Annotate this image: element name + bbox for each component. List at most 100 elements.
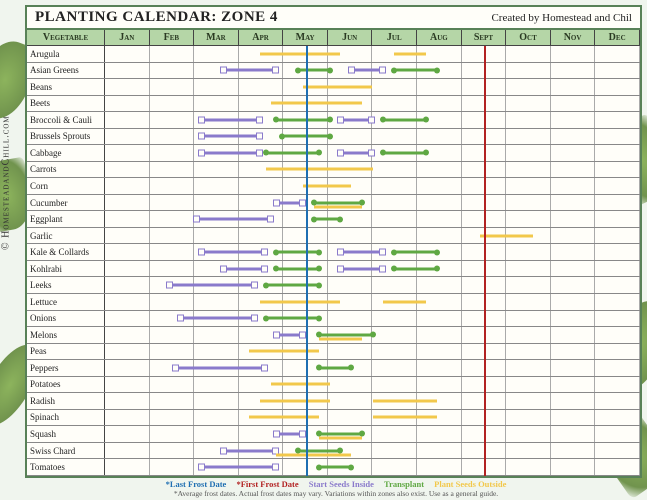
month-cell (328, 228, 373, 244)
month-cell (328, 129, 373, 145)
month-cell (595, 211, 640, 227)
table-row: Peas (27, 344, 640, 361)
month-cell (551, 96, 596, 112)
table-row: Carrots (27, 162, 640, 179)
month-cell (372, 443, 417, 459)
month-cell (194, 63, 239, 79)
month-cell (150, 426, 195, 442)
month-cell (328, 261, 373, 277)
month-cell (372, 410, 417, 426)
month-cell (105, 327, 150, 343)
month-cell (595, 228, 640, 244)
month-cell (372, 112, 417, 128)
month-cell (372, 79, 417, 95)
month-cell (372, 360, 417, 376)
month-cell (150, 410, 195, 426)
month-cell (595, 129, 640, 145)
month-cell (506, 327, 551, 343)
month-cell (328, 244, 373, 260)
month-cell (239, 145, 284, 161)
month-cell (150, 228, 195, 244)
month-cell (239, 377, 284, 393)
month-cell (417, 129, 462, 145)
month-cell (328, 112, 373, 128)
month-cell (150, 294, 195, 310)
month-cell (239, 46, 284, 62)
month-cell (105, 228, 150, 244)
month-cell (595, 360, 640, 376)
month-cell (194, 294, 239, 310)
table-row: Broccoli & Cauli (27, 112, 640, 129)
month-cell (150, 129, 195, 145)
month-cell (150, 377, 195, 393)
header-month: Dec (595, 30, 640, 45)
month-cell (506, 426, 551, 442)
month-cell (595, 46, 640, 62)
month-cell (417, 195, 462, 211)
month-cell (372, 327, 417, 343)
copyright-text: © HomesteadandChill.com (1, 115, 12, 250)
month-cell (417, 360, 462, 376)
month-cell (105, 377, 150, 393)
title-row: PLANTING CALENDAR: ZONE 4 Created by Hom… (27, 7, 640, 30)
table-row: Cucumber (27, 195, 640, 212)
month-cell (194, 46, 239, 62)
vegetable-label: Leeks (27, 277, 105, 293)
month-cell (595, 443, 640, 459)
month-cell (150, 79, 195, 95)
month-cell (551, 79, 596, 95)
month-cell (372, 294, 417, 310)
month-cell (328, 393, 373, 409)
month-cell (105, 195, 150, 211)
month-cell (506, 112, 551, 128)
month-cell (328, 145, 373, 161)
month-cell (506, 162, 551, 178)
month-cell (551, 228, 596, 244)
calendar-body: ArugulaAsian GreensBeansBeetsBroccoli & … (27, 46, 640, 476)
vegetable-label: Broccoli & Cauli (27, 112, 105, 128)
month-cell (105, 360, 150, 376)
month-cell (417, 344, 462, 360)
month-cell (239, 410, 284, 426)
month-cell (328, 459, 373, 475)
month-cell (595, 261, 640, 277)
table-row: Tomatoes (27, 459, 640, 476)
month-cell (551, 410, 596, 426)
month-cell (506, 178, 551, 194)
vegetable-label: Radish (27, 393, 105, 409)
month-cell (328, 46, 373, 62)
vegetable-label: Kale & Collards (27, 244, 105, 260)
month-cell (150, 393, 195, 409)
month-cell (551, 459, 596, 475)
month-cell (194, 327, 239, 343)
vegetable-label: Onions (27, 311, 105, 327)
month-cell (239, 426, 284, 442)
table-row: Melons (27, 327, 640, 344)
month-cell (372, 129, 417, 145)
table-row: Onions (27, 311, 640, 328)
table-row: Leeks (27, 277, 640, 294)
month-cell (150, 145, 195, 161)
month-cell (239, 178, 284, 194)
month-cell (105, 443, 150, 459)
month-cell (328, 377, 373, 393)
month-cell (372, 393, 417, 409)
vegetable-label: Garlic (27, 228, 105, 244)
header-month: Nov (551, 30, 596, 45)
first-frost-line (484, 46, 486, 476)
month-cell (194, 344, 239, 360)
month-cell (194, 244, 239, 260)
month-cell (150, 63, 195, 79)
month-cell (417, 277, 462, 293)
header-month: May (283, 30, 328, 45)
month-cell (239, 211, 284, 227)
month-cell (239, 162, 284, 178)
month-cell (239, 261, 284, 277)
month-cell (372, 145, 417, 161)
month-cell (595, 244, 640, 260)
month-cell (194, 178, 239, 194)
vegetable-label: Lettuce (27, 294, 105, 310)
month-cell (328, 162, 373, 178)
month-cell (239, 360, 284, 376)
month-cell (417, 63, 462, 79)
